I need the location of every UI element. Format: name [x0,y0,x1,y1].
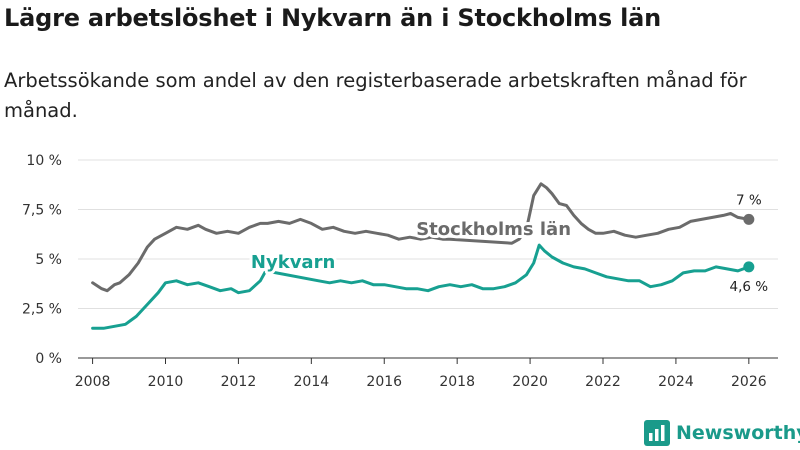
series-end-marker [743,261,755,273]
brand-name: Newsworthy [676,422,800,444]
series-end-label: 4,6 % [730,279,769,295]
chart-subtitle: Arbetssökande som andel av den registerb… [4,69,747,122]
series-end-label: 7 % [736,192,762,208]
y-tick-label: 2,5 % [22,302,62,318]
y-tick-label: 7,5 % [22,203,62,219]
x-tick-label: 2024 [658,374,694,390]
y-tick-label: 0 % [35,351,62,367]
brand-logo: Newsworthy [644,420,800,446]
x-tick-label: 2014 [294,374,330,390]
x-tick-label: 2016 [366,374,402,390]
chart-title: Lägre arbetslöshet i Nykvarn än i Stockh… [4,4,661,32]
series-annotation: Nykvarn [251,252,335,273]
series-annotation: Stockholms län [416,219,571,240]
series-end-marker [743,213,755,225]
x-tick-label: 2020 [512,374,548,390]
y-tick-label: 5 % [35,252,62,268]
x-tick-label: 2026 [731,374,767,390]
x-tick-label: 2022 [585,374,621,390]
x-tick-label: 2010 [148,374,184,390]
y-tick-label: 10 % [26,153,62,169]
series-line-stockholms-lan [91,182,751,293]
x-tick-label: 2012 [221,374,257,390]
newsworthy-logo-icon [644,420,670,446]
x-tick-label: 2018 [439,374,475,390]
series-line-nykvarn [91,243,751,330]
x-tick-label: 2008 [75,374,111,390]
